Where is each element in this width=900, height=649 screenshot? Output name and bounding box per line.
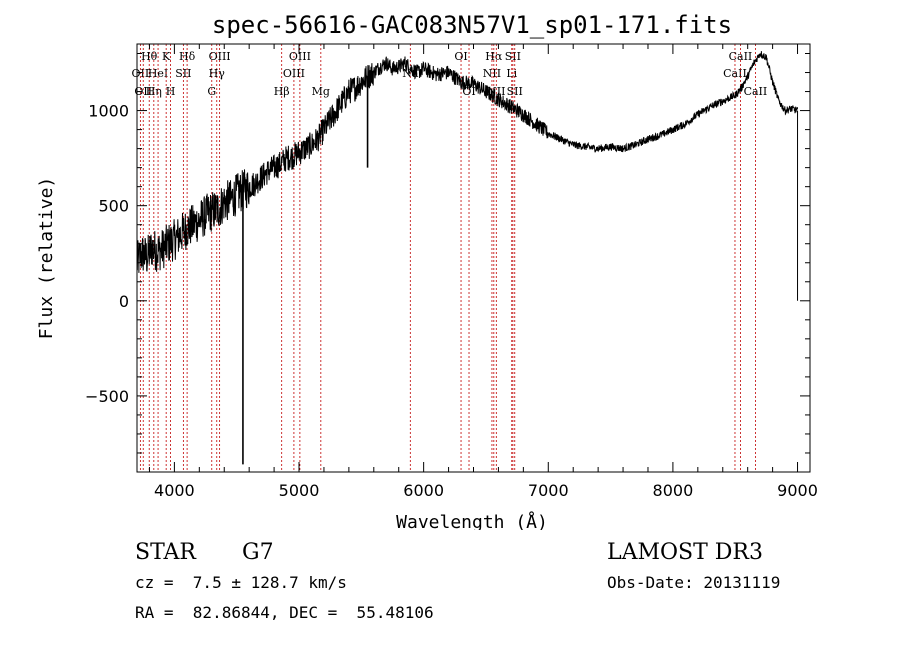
line-marker-label: Hδ <box>179 50 196 63</box>
line-marker-label: Li <box>506 67 517 80</box>
line-marker-label: OIII <box>283 67 305 80</box>
y-tick-label: −500 <box>85 387 129 406</box>
line-marker-label: Hγ <box>209 67 226 80</box>
x-tick-label: 6000 <box>403 481 444 500</box>
line-marker-label: K <box>162 50 171 63</box>
x-tick-label: 4000 <box>154 481 195 500</box>
line-marker-label: OII <box>132 67 150 80</box>
line-marker-label: SII <box>175 67 191 80</box>
line-marker-label: OIII <box>209 50 231 63</box>
y-tick-label: 0 <box>119 292 129 311</box>
line-marker-label: Hθ <box>141 50 158 63</box>
axes: 4000 5000 6000 7000 8000 9000 −500 0 500 1000 <box>85 43 818 500</box>
line-marker-label: NII <box>483 67 501 80</box>
x-tick-label: 9000 <box>777 481 818 500</box>
line-marker-label: Hβ <box>274 85 290 98</box>
line-marker-label: CaII <box>729 50 753 63</box>
x-axis-label: Wavelength (Å) <box>396 511 548 530</box>
spectrum-line <box>136 51 798 273</box>
line-marker-label: CaII <box>723 67 747 80</box>
redshift-info: cz = 7.5 ± 128.7 km/s <box>135 573 347 592</box>
line-markers: OII OII Hθ Hη HeI K H SII Hδ G Hγ OIII Hβ OIII OIII Mg N… <box>132 44 768 472</box>
line-marker-label: CaII <box>744 85 768 98</box>
object-class: STAR <box>135 540 196 565</box>
line-marker-label: OI <box>454 50 467 63</box>
line-marker-label: Mg <box>312 85 330 98</box>
line-marker-label: SII <box>507 85 523 98</box>
y-tick-label: 1000 <box>88 102 129 121</box>
x-tick-label: 7000 <box>528 481 569 500</box>
chart-title: spec-56616-GAC083N57V1_sp01-171.fits <box>212 11 732 39</box>
observation-date: Obs-Date: 20131119 <box>607 573 781 592</box>
object-subclass: G7 <box>242 540 274 565</box>
coordinates-info: RA = 82.86844, DEC = 55.48106 <box>135 603 434 622</box>
line-marker-label: Hα <box>485 50 503 63</box>
line-marker-label: SII <box>505 50 521 63</box>
line-marker-label: HeI <box>148 67 168 80</box>
line-marker-label: H <box>166 85 176 98</box>
x-tick-label: 5000 <box>279 481 320 500</box>
y-axis-label: Flux (relative) <box>36 177 57 340</box>
line-marker-label: OIII <box>289 50 311 63</box>
line-marker-label: Hη <box>146 85 162 98</box>
line-marker-label: G <box>207 85 216 98</box>
spectrum-chart: spec-56616-GAC083N57V1_sp01-171.fits OII… <box>36 11 818 530</box>
survey-label: LAMOST DR3 <box>607 540 763 565</box>
line-marker-label: OII <box>134 85 152 98</box>
x-tick-label: 8000 <box>653 481 694 500</box>
y-tick-label: 500 <box>98 197 129 216</box>
spectrum-series <box>136 51 799 465</box>
